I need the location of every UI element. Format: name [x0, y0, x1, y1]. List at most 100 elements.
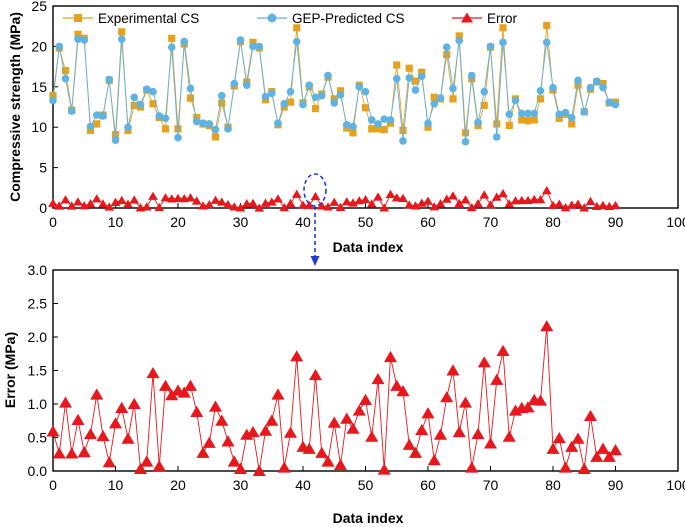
top-error-point	[341, 197, 352, 206]
top-gep-predicted-cs-point	[436, 94, 445, 102]
bottom-error-point	[415, 423, 429, 436]
top-gep-predicted-cs-point	[505, 110, 514, 119]
top-gep-predicted-cs-point	[361, 87, 370, 96]
top-error-point	[104, 202, 115, 211]
top-gep-predicted-cs-point	[67, 107, 76, 115]
top-gep-predicted-cs-point	[317, 91, 326, 100]
zoom-arrow-head	[310, 256, 320, 266]
bottom-error-point	[271, 388, 285, 400]
top-experimental-cs-point	[493, 120, 501, 128]
top-gep-predicted-cs-point	[480, 87, 489, 96]
bottom-error-point	[483, 437, 498, 449]
top-y-tick-label: 0	[39, 200, 47, 216]
top-experimental-cs-point	[330, 95, 338, 103]
top-y-tick-label: 10	[31, 119, 47, 135]
top-error-point	[335, 202, 346, 211]
bottom-error-point	[302, 442, 316, 454]
top-error-point	[310, 191, 321, 201]
top-x-tick-label: 100	[666, 214, 685, 230]
top-error-point	[373, 192, 383, 201]
bottom-error-point	[346, 422, 360, 434]
top-gep-predicted-cs-point	[186, 84, 195, 93]
top-gep-predicted-cs-point	[411, 86, 420, 94]
top-gep-predicted-cs-point	[149, 87, 157, 96]
bottom-error-point	[552, 431, 566, 444]
top-error-point	[285, 198, 296, 208]
bottom-y-tick-label: 1.5	[28, 363, 48, 379]
top-error-point	[216, 197, 227, 206]
top-chart: 0 10 20 30 40 50 60 70 80 90 100 0 5 10 15 20 25 Data i…	[7, 0, 685, 266]
top-error-point	[541, 185, 552, 195]
bottom-error-point	[427, 454, 441, 466]
top-error-point	[573, 199, 583, 208]
top-experimental-cs-point	[130, 101, 138, 109]
bottom-error-point	[52, 447, 66, 459]
top-error-point	[48, 198, 58, 207]
legend-item-experimental: Experimental CS	[63, 11, 199, 26]
legend-label-gep: GEP-Predicted CS	[292, 11, 405, 26]
top-gep-predicted-cs-point	[130, 93, 139, 102]
bottom-error-point	[96, 429, 110, 442]
bottom-error-point	[602, 450, 616, 462]
bottom-y-tick-label: 2.5	[28, 296, 48, 312]
bottom-error-point	[108, 417, 123, 429]
top-gep-predicted-cs-point	[524, 109, 532, 118]
top-gep-predicted-cs-point	[199, 119, 207, 127]
bottom-error-point	[352, 404, 366, 416]
bottom-error-point	[440, 391, 454, 403]
top-experimental-cs-point	[93, 120, 101, 128]
top-error-point	[610, 200, 621, 210]
top-y-tick-label: 25	[31, 0, 47, 14]
bottom-error-point	[46, 425, 60, 437]
top-gep-predicted-cs-point	[530, 109, 539, 118]
bottom-error-point	[540, 320, 554, 332]
legend-label-experimental: Experimental CS	[98, 11, 199, 26]
bottom-error-point	[65, 447, 79, 459]
bottom-error-point	[433, 428, 448, 440]
top-experimental-cs-point	[311, 105, 320, 113]
top-gep-predicted-cs-point	[499, 38, 507, 47]
top-gep-predicted-cs-point	[255, 42, 264, 51]
bottom-error-point	[315, 446, 329, 458]
top-error-point	[529, 194, 540, 204]
top-error-point	[173, 193, 183, 202]
bottom-error-point	[308, 368, 323, 381]
bottom-error-point	[77, 446, 91, 458]
top-gep-predicted-cs-line	[52, 38, 616, 142]
top-x-tick-label: 30	[233, 214, 249, 230]
top-error-point	[598, 200, 608, 210]
top-error-point	[504, 199, 515, 208]
bottom-error-point	[565, 440, 579, 452]
top-experimental-cs-point	[418, 68, 426, 76]
top-experimental-cs-point	[368, 125, 376, 133]
top-gep-predicted-cs-point	[455, 36, 464, 45]
top-gep-predicted-cs-point	[117, 35, 126, 43]
top-gep-predicted-cs-point	[555, 110, 564, 119]
top-experimental-cs-point	[530, 116, 538, 124]
top-gep-predicted-cs-point	[236, 36, 245, 44]
bottom-error-point	[115, 401, 129, 413]
top-gep-predicted-cs-point	[492, 133, 501, 141]
top-gep-predicted-cs-point	[80, 36, 89, 44]
bottom-error-point	[596, 442, 610, 454]
top-experimental-cs-point	[211, 133, 220, 141]
bottom-x-tick-label: 40	[295, 477, 311, 493]
top-error-point	[441, 194, 452, 203]
top-experimental-cs-point	[74, 30, 82, 38]
top-gep-predicted-cs-point	[86, 122, 95, 131]
top-gep-predicted-cs-point	[261, 92, 270, 101]
top-experimental-cs-point	[455, 32, 463, 40]
bottom-y-tick-label: 2.0	[28, 329, 48, 345]
bottom-error-line	[52, 326, 616, 472]
top-gep-predicted-cs-point	[242, 81, 251, 89]
top-error-point	[429, 202, 440, 211]
top-gep-predicted-cs-point	[386, 116, 395, 124]
bottom-error-point	[321, 455, 335, 467]
bottom-error-point	[177, 386, 191, 398]
top-error-point	[223, 199, 233, 209]
top-experimental-cs-point	[193, 113, 201, 122]
top-gep-predicted-cs-point	[105, 75, 114, 84]
top-error-point	[516, 195, 527, 205]
top-error-point	[379, 203, 390, 212]
